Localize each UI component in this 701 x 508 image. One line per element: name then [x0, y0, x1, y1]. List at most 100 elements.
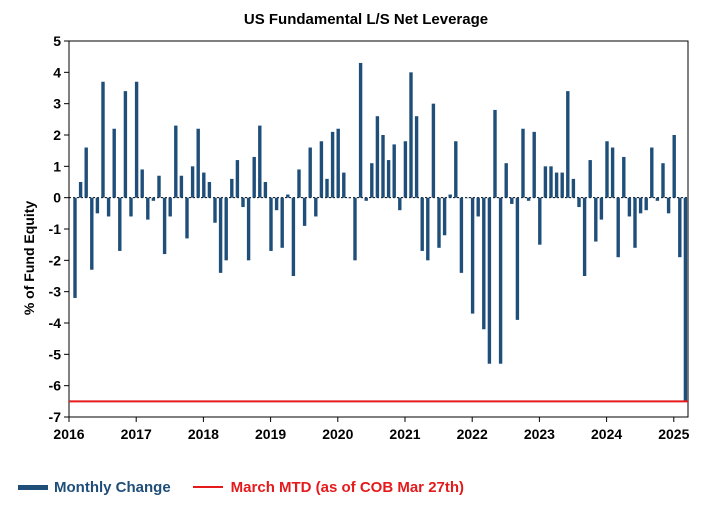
bar	[510, 197, 514, 204]
bar	[627, 197, 632, 217]
bar	[84, 147, 88, 198]
bar	[515, 197, 520, 320]
bar	[532, 131, 536, 198]
bar	[235, 160, 240, 198]
bar	[566, 91, 570, 198]
bar	[638, 197, 643, 214]
bar	[610, 147, 615, 198]
bar	[678, 197, 682, 258]
bar	[213, 197, 217, 223]
legend-item-march-mtd: March MTD (as of COB Mar 27th)	[192, 479, 464, 496]
y-tick-label: 4	[53, 64, 61, 80]
bar	[650, 147, 654, 198]
bar	[336, 128, 340, 198]
bar	[207, 182, 212, 198]
bar	[370, 163, 374, 198]
y-tick-label: 2	[53, 127, 61, 143]
legend: Monthly Change March MTD (as of COB Mar …	[18, 475, 486, 499]
y-tick-label: 5	[53, 33, 61, 49]
bar	[409, 72, 413, 198]
bar	[134, 81, 139, 198]
bar	[190, 166, 195, 198]
bar	[493, 109, 497, 198]
bar	[386, 160, 391, 198]
y-axis: 5 4 3 2 1 0 -1 -2 -3 -4 -5 -6 -7	[49, 33, 69, 425]
y-tick-label: 1	[53, 158, 61, 174]
bar	[151, 197, 156, 201]
bar	[403, 141, 408, 198]
bar	[364, 197, 368, 201]
x-tick-label: 2023	[524, 426, 555, 442]
y-tick-label: -5	[49, 346, 62, 362]
bar	[230, 178, 234, 198]
y-tick-label: -4	[49, 315, 62, 331]
bar	[666, 197, 671, 214]
x-tick-label: 2025	[658, 426, 689, 442]
bar	[224, 197, 228, 261]
bar	[655, 197, 660, 201]
bar	[577, 197, 581, 208]
bar	[291, 197, 296, 276]
bar	[112, 128, 116, 198]
bar	[319, 141, 324, 198]
bar	[123, 91, 128, 198]
y-tick-label: -7	[49, 409, 62, 425]
bar	[661, 163, 665, 198]
bar	[101, 81, 105, 198]
bar	[358, 62, 363, 198]
bar	[549, 166, 553, 198]
bar	[431, 103, 436, 198]
bar	[543, 166, 548, 198]
bar	[252, 156, 256, 198]
bar	[269, 197, 273, 251]
bar	[571, 178, 576, 198]
bar	[398, 197, 402, 211]
x-tick-label: 2024	[591, 426, 622, 442]
bar	[202, 172, 206, 198]
bar	[521, 128, 525, 198]
bar	[146, 197, 150, 220]
bar	[605, 141, 609, 198]
bar	[246, 197, 251, 261]
bar	[325, 178, 329, 198]
bar	[157, 175, 161, 198]
bar	[487, 197, 492, 364]
y-tick-label: -3	[49, 284, 62, 300]
bar	[286, 194, 290, 198]
x-tick-label: 2016	[53, 426, 84, 442]
y-tick-label: -6	[49, 378, 62, 394]
bar	[73, 197, 77, 298]
x-tick-label: 2022	[457, 426, 488, 442]
bar	[470, 197, 475, 314]
bar	[622, 156, 626, 198]
bar	[129, 197, 133, 217]
bar	[599, 197, 604, 220]
bar	[437, 197, 441, 248]
bar	[381, 135, 385, 198]
bar	[594, 197, 598, 242]
bar	[420, 197, 424, 251]
legend-swatch-bar	[18, 484, 48, 490]
bar	[106, 197, 111, 217]
bar	[274, 197, 279, 211]
bar	[392, 144, 396, 198]
bar	[476, 197, 480, 217]
chart-title: US Fundamental L/S Net Leverage	[244, 11, 488, 28]
bar	[140, 169, 144, 198]
bar	[560, 172, 564, 198]
bar	[118, 197, 122, 251]
bar	[258, 125, 262, 198]
x-tick-label: 2021	[389, 426, 420, 442]
bar	[314, 197, 318, 217]
y-tick-label: -1	[49, 221, 62, 237]
bar	[353, 197, 357, 261]
x-tick-label: 2018	[188, 426, 219, 442]
bar	[90, 197, 94, 270]
bar	[538, 197, 542, 245]
x-axis: 2016 2017 2018 2019 2020 2021 2022 2023 2024 2025	[53, 417, 690, 442]
bar	[554, 172, 559, 198]
bar	[482, 197, 486, 330]
bar	[174, 125, 178, 198]
legend-swatch-line	[192, 486, 223, 488]
